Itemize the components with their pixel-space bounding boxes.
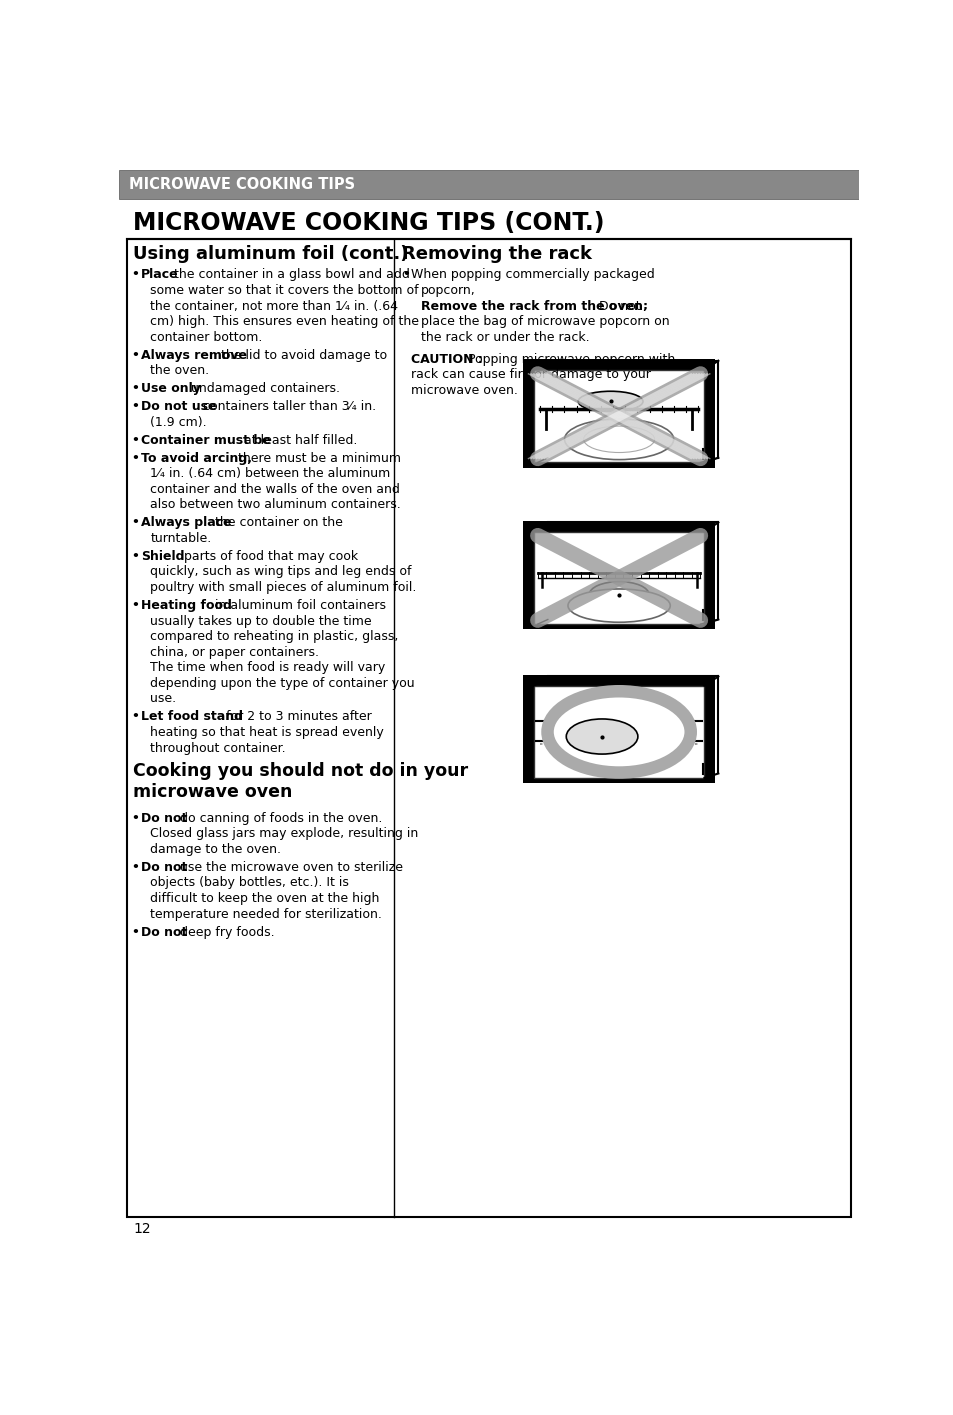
Text: Do not use: Do not use [141, 400, 216, 413]
Text: the container, not more than 1⁄₄ in. (.64: the container, not more than 1⁄₄ in. (.6… [150, 300, 397, 313]
Text: parts of food that may cook: parts of food that may cook [175, 550, 357, 563]
Text: deep fry foods.: deep fry foods. [175, 925, 274, 938]
Text: some water so that it covers the bottom of: some water so that it covers the bottom … [150, 284, 418, 297]
Text: •: • [132, 516, 139, 529]
Text: container bottom.: container bottom. [150, 331, 262, 344]
Text: •: • [132, 812, 139, 825]
Text: turntable.: turntable. [150, 532, 212, 545]
Text: ᶜ: ᶜ [539, 719, 542, 727]
Text: there must be a minimum: there must be a minimum [233, 451, 400, 464]
Bar [534, 369, 703, 463]
Text: the container in a glass bowl and add: the container in a glass bowl and add [170, 269, 410, 282]
Bar [119, 170, 858, 200]
Text: for 2 to 3 minutes after: for 2 to 3 minutes after [222, 710, 372, 723]
Text: do canning of foods in the oven.: do canning of foods in the oven. [175, 812, 382, 825]
Text: throughout container.: throughout container. [150, 741, 286, 754]
Text: The time when food is ready will vary: The time when food is ready will vary [150, 661, 385, 675]
Ellipse shape [567, 589, 670, 623]
Text: temperature needed for sterilization.: temperature needed for sterilization. [150, 907, 382, 921]
Text: MICROWAVE COOKING TIPS: MICROWAVE COOKING TIPS [129, 177, 355, 192]
Text: Shield: Shield [141, 550, 184, 563]
Text: Container must be: Container must be [141, 433, 271, 447]
Text: difficult to keep the oven at the high: difficult to keep the oven at the high [150, 891, 379, 906]
Text: compared to reheating in plastic, glass,: compared to reheating in plastic, glass, [150, 630, 398, 642]
Text: the rack or under the rack.: the rack or under the rack. [420, 331, 589, 344]
Ellipse shape [583, 426, 654, 453]
Text: microwave oven.: microwave oven. [411, 383, 517, 396]
Text: •: • [132, 710, 139, 723]
Text: in aluminum foil containers: in aluminum foil containers [211, 599, 385, 611]
Text: heating so that heat is spread evenly: heating so that heat is spread evenly [150, 726, 384, 739]
Text: Use only: Use only [141, 382, 201, 395]
Text: use.: use. [150, 692, 176, 706]
Text: the container on the: the container on the [211, 516, 342, 529]
Text: To avoid arcing,: To avoid arcing, [141, 451, 252, 464]
Text: When popping commercially packaged: When popping commercially packaged [411, 269, 655, 282]
Text: damage to the oven.: damage to the oven. [150, 843, 281, 856]
Text: undamaged containers.: undamaged containers. [187, 382, 340, 395]
Text: •: • [132, 451, 139, 464]
Text: china, or paper containers.: china, or paper containers. [150, 645, 319, 659]
Text: CAUTION :: CAUTION : [411, 352, 483, 365]
Text: Closed glass jars may explode, resulting in: Closed glass jars may explode, resulting… [150, 828, 418, 841]
Text: Do not: Do not [141, 812, 187, 825]
Text: Cooking you should not do in your
microwave oven: Cooking you should not do in your microw… [133, 761, 468, 801]
Text: the lid to avoid damage to: the lid to avoid damage to [216, 348, 386, 362]
Ellipse shape [589, 582, 648, 607]
Text: ᶜ: ᶜ [539, 741, 542, 750]
Text: •: • [132, 925, 139, 938]
Text: (1.9 cm).: (1.9 cm). [150, 416, 207, 429]
Text: Using aluminum foil (cont.): Using aluminum foil (cont.) [133, 245, 408, 263]
Text: •: • [132, 400, 139, 413]
Text: cm) high. This ensures even heating of the: cm) high. This ensures even heating of t… [150, 316, 418, 328]
Text: •: • [132, 269, 139, 282]
Text: ᶜ: ᶜ [695, 741, 698, 750]
Text: rack can cause fire or damage to your: rack can cause fire or damage to your [411, 368, 651, 381]
Ellipse shape [578, 392, 642, 412]
Text: Removing the rack: Removing the rack [402, 245, 592, 263]
Bar [522, 675, 715, 784]
Bar [522, 359, 715, 468]
Text: •: • [132, 433, 139, 447]
Text: the oven.: the oven. [150, 364, 209, 378]
Ellipse shape [566, 719, 638, 754]
Text: Always remove: Always remove [141, 348, 247, 362]
Text: Remove the rack from the oven;: Remove the rack from the oven; [420, 300, 647, 313]
Text: ᶜ: ᶜ [695, 719, 698, 727]
Text: popcorn,: popcorn, [420, 284, 475, 297]
Text: objects (baby bottles, etc.). It is: objects (baby bottles, etc.). It is [150, 876, 349, 890]
Text: also between two aluminum containers.: also between two aluminum containers. [150, 498, 400, 511]
Text: •: • [132, 348, 139, 362]
Text: Popping microwave popcorn with: Popping microwave popcorn with [463, 352, 675, 365]
Text: •: • [132, 599, 139, 611]
Text: poultry with small pieces of aluminum foil.: poultry with small pieces of aluminum fo… [150, 582, 416, 594]
Text: 12: 12 [133, 1221, 151, 1235]
Bar [127, 239, 850, 1217]
Text: place the bag of microwave popcorn on: place the bag of microwave popcorn on [420, 316, 669, 328]
Text: Do not: Do not [595, 300, 640, 313]
Text: Let food stand: Let food stand [141, 710, 243, 723]
Bar [522, 521, 715, 630]
Ellipse shape [564, 419, 673, 460]
Text: Do not: Do not [141, 925, 187, 938]
Bar [534, 532, 703, 624]
Text: Place: Place [141, 269, 178, 282]
Text: MICROWAVE COOKING TIPS (CONT.): MICROWAVE COOKING TIPS (CONT.) [133, 211, 604, 235]
Text: •: • [132, 382, 139, 395]
Text: containers taller than 3⁄₄ in.: containers taller than 3⁄₄ in. [199, 400, 375, 413]
Text: •: • [132, 860, 139, 874]
Text: Do not: Do not [141, 860, 187, 874]
Text: container and the walls of the oven and: container and the walls of the oven and [150, 483, 399, 495]
Text: depending upon the type of container you: depending upon the type of container you [150, 676, 415, 691]
Text: Heating food: Heating food [141, 599, 232, 611]
Text: •: • [402, 269, 410, 282]
Text: quickly, such as wing tips and leg ends of: quickly, such as wing tips and leg ends … [150, 566, 412, 579]
Text: 1⁄₄ in. (.64 cm) between the aluminum: 1⁄₄ in. (.64 cm) between the aluminum [150, 467, 390, 480]
Text: use the microwave oven to sterilize: use the microwave oven to sterilize [175, 860, 402, 874]
Text: usually takes up to double the time: usually takes up to double the time [150, 614, 372, 627]
Text: at least half filled.: at least half filled. [239, 433, 356, 447]
Text: •: • [132, 550, 139, 563]
Text: Always place: Always place [141, 516, 232, 529]
Bar [534, 686, 703, 778]
